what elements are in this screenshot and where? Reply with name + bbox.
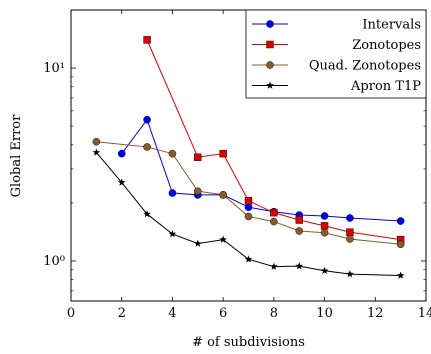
data-point-apron-t1p: [295, 262, 304, 270]
legend-marker-quad-zonotopes: [266, 61, 274, 69]
data-point-zonotopes: [194, 153, 202, 161]
data-point-zonotopes: [143, 36, 151, 44]
x-tick-label: 6: [219, 306, 227, 321]
data-point-quad-zonotopes: [270, 217, 278, 226]
data-point-apron-t1p: [117, 178, 126, 186]
data-point-apron-t1p: [244, 255, 253, 263]
legend-box: [245, 9, 427, 99]
legend-marker-apron-t1p: [266, 81, 274, 89]
x-axis-label: # of subdivisions: [192, 335, 305, 350]
data-point-apron-t1p: [320, 266, 329, 274]
x-tick-label: 0: [67, 306, 75, 321]
data-point-intervals: [346, 214, 354, 222]
data-point-quad-zonotopes: [143, 143, 151, 151]
data-point-apron-t1p: [346, 270, 354, 278]
data-point-quad-zonotopes: [219, 191, 227, 199]
series-intervals: [117, 115, 405, 225]
data-point-apron-t1p: [193, 239, 202, 247]
data-point-apron-t1p: [396, 271, 405, 279]
series-apron-t1p: [92, 148, 405, 279]
x-tick-label: 14: [418, 306, 431, 321]
data-point-quad-zonotopes: [396, 240, 405, 249]
data-point-apron-t1p: [270, 262, 278, 270]
x-tick-label: 4: [168, 306, 176, 321]
data-point-quad-zonotopes: [193, 187, 202, 195]
data-point-quad-zonotopes: [168, 149, 177, 158]
x-tick-label: 8: [270, 306, 278, 321]
legend-label-zonotopes: Zonotopes: [352, 38, 421, 53]
x-tick-label: 2: [118, 306, 126, 321]
series-line-intervals: [121, 118, 401, 222]
data-point-apron-t1p: [219, 235, 227, 243]
legend-marker-zonotopes: [266, 40, 274, 49]
data-point-zonotopes: [346, 228, 354, 236]
data-point-intervals: [320, 212, 329, 220]
data-point-intervals: [396, 217, 405, 225]
data-point-quad-zonotopes: [346, 235, 354, 243]
data-point-zonotopes: [295, 216, 303, 224]
data-point-apron-t1p: [92, 148, 101, 156]
data-point-intervals: [117, 149, 126, 158]
data-point-intervals: [168, 189, 177, 197]
data-point-apron-t1p: [168, 229, 177, 238]
legend-marker-intervals: [266, 20, 274, 28]
legend: Intervals Zonotopes Quad. Zonotopes Apron T…: [245, 9, 427, 99]
y-tick-label: 10⁰: [43, 254, 65, 269]
data-point-intervals: [244, 203, 253, 211]
y-tick-label: 10¹: [43, 61, 65, 76]
data-point-quad-zonotopes: [295, 227, 304, 235]
data-point-zonotopes: [219, 149, 227, 158]
series-line-apron-t1p: [95, 152, 401, 277]
series-line-quad-zonotopes: [96, 141, 401, 245]
data-point-zonotopes: [270, 208, 278, 217]
series-quad-zonotopes: [92, 137, 405, 249]
legend-label-quad-zonotopes: Quad. Zonotopes: [309, 59, 421, 74]
data-point-intervals: [143, 115, 151, 124]
x-tick-label: 12: [367, 306, 384, 321]
data-point-zonotopes: [320, 222, 329, 230]
data-point-zonotopes: [244, 197, 253, 205]
x-tick-label: 10: [316, 306, 333, 321]
data-point-apron-t1p: [143, 210, 151, 218]
legend-label-apron-t1p: Apron T1P: [350, 79, 421, 94]
legend-label-intervals: Intervals: [362, 18, 421, 33]
series-layer: [92, 36, 405, 279]
data-point-quad-zonotopes: [244, 212, 253, 221]
data-point-quad-zonotopes: [92, 137, 101, 146]
data-point-quad-zonotopes: [320, 228, 329, 237]
y-axis-label: Global Error: [9, 114, 24, 197]
